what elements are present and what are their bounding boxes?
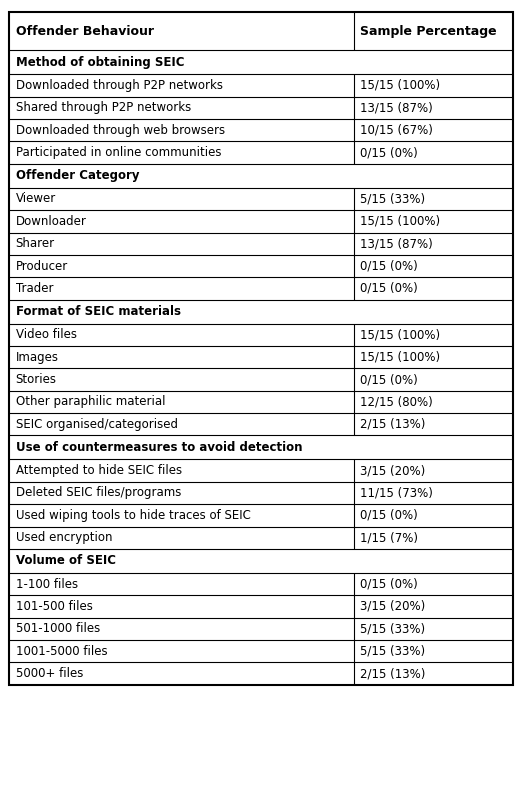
Text: Downloaded through P2P networks: Downloaded through P2P networks	[16, 79, 223, 92]
Text: 0/15 (0%): 0/15 (0%)	[360, 282, 418, 295]
Text: 501-1000 files: 501-1000 files	[16, 622, 100, 635]
Text: 1/15 (7%): 1/15 (7%)	[360, 531, 418, 544]
Text: Other paraphilic material: Other paraphilic material	[16, 396, 165, 408]
Text: 0/15 (0%): 0/15 (0%)	[360, 260, 418, 272]
Text: 15/15 (100%): 15/15 (100%)	[360, 215, 441, 228]
Text: Sample Percentage: Sample Percentage	[360, 25, 497, 38]
Text: 0/15 (0%): 0/15 (0%)	[360, 509, 418, 522]
Text: 15/15 (100%): 15/15 (100%)	[360, 351, 441, 364]
Text: Shared through P2P networks: Shared through P2P networks	[16, 101, 191, 114]
Text: Deleted SEIC files/programs: Deleted SEIC files/programs	[16, 487, 181, 499]
Text: Offender Category: Offender Category	[16, 169, 139, 182]
Text: Participated in online communities: Participated in online communities	[16, 146, 221, 159]
Text: Images: Images	[16, 351, 58, 364]
Text: Sharer: Sharer	[16, 237, 55, 250]
Text: 1-100 files: 1-100 files	[16, 578, 78, 590]
Text: 2/15 (13%): 2/15 (13%)	[360, 667, 426, 680]
Text: Stories: Stories	[16, 373, 57, 386]
Text: Video files: Video files	[16, 328, 77, 341]
Text: Trader: Trader	[16, 282, 53, 295]
Text: Downloader: Downloader	[16, 215, 87, 228]
Text: 5/15 (33%): 5/15 (33%)	[360, 193, 425, 205]
Text: 10/15 (67%): 10/15 (67%)	[360, 124, 433, 137]
Text: 0/15 (0%): 0/15 (0%)	[360, 578, 418, 590]
Text: Volume of SEIC: Volume of SEIC	[16, 555, 116, 567]
Text: Offender Behaviour: Offender Behaviour	[16, 25, 153, 38]
Text: 5/15 (33%): 5/15 (33%)	[360, 622, 425, 635]
Text: SEIC organised/categorised: SEIC organised/categorised	[16, 418, 177, 431]
Text: 1001-5000 files: 1001-5000 files	[16, 645, 108, 658]
Bar	[9, 12, 513, 685]
Text: Downloaded through web browsers: Downloaded through web browsers	[16, 124, 225, 137]
Text: 101-500 files: 101-500 files	[16, 600, 92, 613]
Text: 5000+ files: 5000+ files	[16, 667, 83, 680]
Text: Used encryption: Used encryption	[16, 531, 112, 544]
Text: 5/15 (33%): 5/15 (33%)	[360, 645, 425, 658]
Text: Attempted to hide SEIC files: Attempted to hide SEIC files	[16, 464, 182, 477]
Text: 3/15 (20%): 3/15 (20%)	[360, 464, 425, 477]
Text: 11/15 (73%): 11/15 (73%)	[360, 487, 433, 499]
Text: Viewer: Viewer	[16, 193, 56, 205]
Text: 15/15 (100%): 15/15 (100%)	[360, 328, 441, 341]
Text: Method of obtaining SEIC: Method of obtaining SEIC	[16, 56, 184, 69]
Text: 13/15 (87%): 13/15 (87%)	[360, 101, 433, 114]
Text: 0/15 (0%): 0/15 (0%)	[360, 373, 418, 386]
Text: 12/15 (80%): 12/15 (80%)	[360, 396, 433, 408]
Text: Producer: Producer	[16, 260, 68, 272]
Text: 15/15 (100%): 15/15 (100%)	[360, 79, 441, 92]
Text: Use of countermeasures to avoid detection: Use of countermeasures to avoid detectio…	[16, 441, 302, 454]
Text: Used wiping tools to hide traces of SEIC: Used wiping tools to hide traces of SEIC	[16, 509, 251, 522]
Text: 0/15 (0%): 0/15 (0%)	[360, 146, 418, 159]
Text: Format of SEIC materials: Format of SEIC materials	[16, 305, 181, 318]
Text: 3/15 (20%): 3/15 (20%)	[360, 600, 425, 613]
Text: 2/15 (13%): 2/15 (13%)	[360, 418, 426, 431]
Text: 13/15 (87%): 13/15 (87%)	[360, 237, 433, 250]
